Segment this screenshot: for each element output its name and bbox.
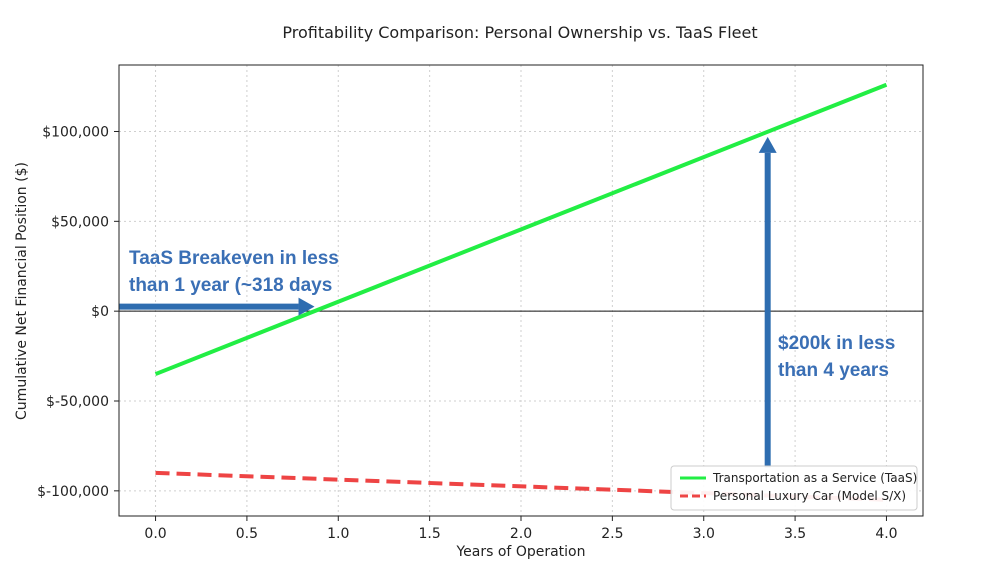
- growth-annotation-line-0: $200k in less: [778, 333, 895, 354]
- legend-box: [670, 465, 918, 511]
- x-tick-label-4: 2.0: [510, 526, 532, 542]
- x-tick-label-1: 0.5: [236, 526, 258, 542]
- annotations-group: TaaS Breakeven in less than 1 year (~318 …: [119, 136, 895, 468]
- breakeven-arrow: [119, 297, 315, 316]
- legend-label-0: Transportation as a Service (TaaS): [712, 471, 917, 485]
- y-tick-label-2: $0: [91, 304, 109, 320]
- x-tick-label-3: 1.5: [419, 526, 441, 542]
- chart-title: Profitability Comparison: Personal Owner…: [282, 23, 757, 42]
- y-tick-label-4: $100,000: [42, 124, 109, 140]
- series-line-0: [154, 82, 888, 376]
- breakeven-annotation-line-0: TaaS Breakeven in less: [129, 248, 339, 269]
- x-tick-label-7: 3.5: [784, 526, 806, 542]
- y-axis-label: Cumulative Net Financial Position ($): [14, 162, 30, 420]
- x-tick-label-0: 0.0: [144, 526, 166, 542]
- legend-label-1: Personal Luxury Car (Model S/X): [713, 489, 906, 503]
- y-tick-label-0: $-100,000: [37, 484, 109, 500]
- y-ticks: $-100,000 $-50,000 $0 $50,000 $100,000: [37, 124, 119, 500]
- grid: [119, 65, 923, 516]
- y-tick-label-1: $-50,000: [46, 394, 109, 410]
- growth-arrow: [758, 136, 777, 468]
- x-axis-label: Years of Operation: [455, 544, 585, 560]
- growth-annotation-line-1: than 4 years: [778, 360, 889, 381]
- x-ticks: 0.0 0.5 1.0 1.5 2.0 2.5 3.0 3.5 4.0: [144, 516, 898, 542]
- x-tick-label-8: 4.0: [875, 526, 897, 542]
- x-tick-label-2: 1.0: [327, 526, 349, 542]
- breakeven-annotation-line-1: than 1 year (~318 days: [129, 275, 332, 296]
- x-tick-label-5: 2.5: [601, 526, 623, 542]
- y-tick-label-3: $50,000: [51, 214, 109, 230]
- legend: Transportation as a Service (TaaS) Person…: [670, 465, 918, 511]
- x-tick-label-6: 3.0: [693, 526, 715, 542]
